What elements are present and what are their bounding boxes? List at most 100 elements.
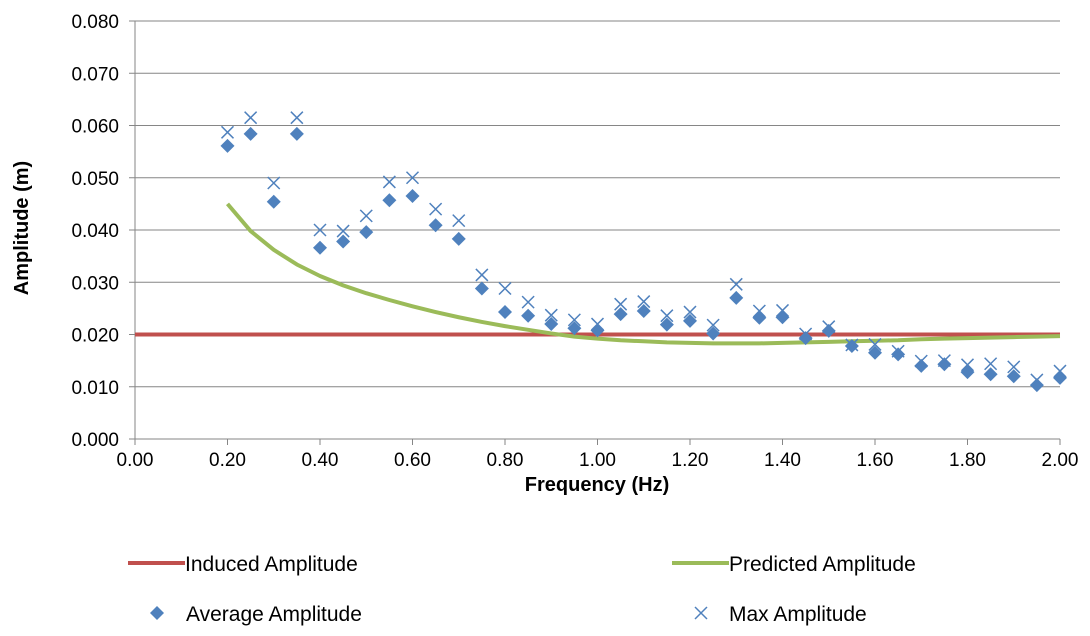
x-tick-label: 1.40 bbox=[764, 450, 801, 471]
point-max-amplitude bbox=[984, 357, 998, 371]
point-max-amplitude bbox=[706, 318, 720, 332]
point-max-amplitude bbox=[637, 295, 651, 309]
point-max-amplitude bbox=[845, 338, 859, 352]
x-tick-label: 0.20 bbox=[209, 450, 246, 471]
point-max-amplitude bbox=[914, 354, 928, 368]
point-max-amplitude bbox=[937, 354, 951, 368]
point-max-amplitude bbox=[220, 125, 235, 139]
point-average-amplitude bbox=[266, 194, 281, 209]
point-max-amplitude bbox=[313, 223, 327, 237]
x-tick-label: 2.00 bbox=[1042, 450, 1079, 471]
point-average-amplitude bbox=[659, 317, 674, 332]
point-max-amplitude bbox=[799, 327, 813, 341]
point-max-amplitude bbox=[660, 309, 674, 323]
point-average-amplitude bbox=[498, 305, 512, 320]
point-average-amplitude bbox=[821, 323, 836, 338]
point-max-amplitude bbox=[382, 175, 396, 189]
point-max-amplitude bbox=[290, 111, 304, 125]
y-tick-label: 0.020 bbox=[71, 326, 119, 347]
point-average-amplitude bbox=[243, 126, 258, 141]
point-average-amplitude bbox=[983, 367, 998, 382]
point-average-amplitude bbox=[1053, 370, 1067, 385]
point-average-amplitude bbox=[428, 218, 443, 233]
point-average-amplitude bbox=[914, 358, 929, 373]
point-average-amplitude bbox=[775, 310, 790, 325]
point-average-amplitude bbox=[729, 290, 744, 305]
point-max-amplitude bbox=[775, 303, 790, 317]
point-max-amplitude bbox=[336, 224, 350, 238]
point-max-amplitude bbox=[960, 358, 975, 372]
point-average-amplitude bbox=[1006, 369, 1021, 384]
legend-label-predicted: Predicted Amplitude bbox=[729, 553, 916, 576]
x-tick-label: 0.40 bbox=[302, 450, 339, 471]
x-tick-label: 1.00 bbox=[579, 450, 616, 471]
x-axis-title: Frequency (Hz) bbox=[525, 474, 669, 496]
y-tick-label: 0.060 bbox=[71, 117, 119, 138]
point-average-amplitude bbox=[1029, 378, 1044, 393]
point-average-amplitude bbox=[567, 321, 582, 336]
point-max-amplitude bbox=[267, 176, 281, 190]
point-max-amplitude bbox=[567, 313, 581, 327]
x-tick-label: 0.60 bbox=[394, 450, 431, 471]
point-average-amplitude bbox=[220, 138, 235, 153]
point-average-amplitude bbox=[544, 317, 559, 332]
y-axis-title: Amplitude (m) bbox=[11, 161, 33, 295]
point-average-amplitude bbox=[451, 231, 466, 246]
x-tick-label: 0.80 bbox=[487, 450, 524, 471]
series-line-predicted-amplitude bbox=[225, 202, 1061, 346]
point-max-amplitude bbox=[683, 305, 697, 319]
point-average-amplitude bbox=[359, 225, 374, 240]
point-max-amplitude bbox=[475, 268, 489, 282]
point-average-amplitude bbox=[683, 313, 697, 328]
point-max-amplitude bbox=[1030, 373, 1044, 387]
point-max-amplitude bbox=[521, 295, 535, 309]
x-tick-label: 0.00 bbox=[117, 450, 154, 471]
axes bbox=[129, 20, 1061, 445]
point-average-amplitude bbox=[891, 347, 906, 362]
point-max-amplitude bbox=[359, 209, 373, 223]
legend: Induced Amplitude Predicted Amplitude Av… bbox=[128, 553, 916, 626]
point-average-amplitude bbox=[382, 193, 397, 208]
legend-label-induced: Induced Amplitude bbox=[185, 553, 358, 576]
point-max-amplitude bbox=[405, 171, 420, 185]
point-max-amplitude bbox=[1053, 364, 1067, 378]
legend-item-average: Average Amplitude bbox=[150, 603, 362, 626]
x-tick-label: 1.80 bbox=[949, 450, 986, 471]
legend-item-predicted: Predicted Amplitude bbox=[672, 553, 916, 576]
legend-item-max: Max Amplitude bbox=[694, 603, 867, 626]
point-max-amplitude bbox=[429, 202, 443, 216]
x-tick-label: 1.60 bbox=[857, 450, 894, 471]
series-average-amplitude bbox=[220, 126, 1067, 393]
point-max-amplitude bbox=[822, 320, 836, 334]
point-max-amplitude bbox=[1007, 360, 1021, 374]
x-tick-label: 1.20 bbox=[672, 450, 709, 471]
point-max-amplitude bbox=[498, 281, 512, 296]
y-tick-label: 0.080 bbox=[71, 12, 119, 33]
legend-swatch-max bbox=[694, 606, 708, 620]
y-tick-label: 0.010 bbox=[71, 378, 119, 399]
point-average-amplitude bbox=[752, 310, 767, 325]
point-average-amplitude bbox=[798, 331, 813, 346]
legend-item-induced: Induced Amplitude bbox=[128, 553, 358, 576]
legend-label-average: Average Amplitude bbox=[186, 603, 362, 626]
point-average-amplitude bbox=[960, 365, 975, 380]
point-max-amplitude bbox=[590, 317, 605, 331]
y-tick-label: 0.070 bbox=[71, 64, 119, 85]
point-average-amplitude bbox=[289, 126, 304, 141]
legend-swatch-average bbox=[150, 606, 164, 620]
point-average-amplitude bbox=[937, 357, 952, 372]
y-tick-label: 0.040 bbox=[71, 221, 119, 242]
point-average-amplitude bbox=[336, 234, 351, 249]
point-max-amplitude bbox=[544, 308, 558, 322]
point-max-amplitude bbox=[752, 304, 766, 318]
point-average-amplitude bbox=[521, 308, 536, 323]
point-average-amplitude bbox=[706, 326, 721, 341]
y-tick-label: 0.050 bbox=[71, 169, 119, 190]
point-average-amplitude bbox=[868, 345, 882, 360]
series-layer bbox=[135, 111, 1067, 393]
point-max-amplitude bbox=[891, 344, 905, 358]
point-average-amplitude bbox=[613, 307, 628, 322]
point-average-amplitude bbox=[636, 303, 651, 318]
series-max-amplitude bbox=[220, 111, 1067, 387]
